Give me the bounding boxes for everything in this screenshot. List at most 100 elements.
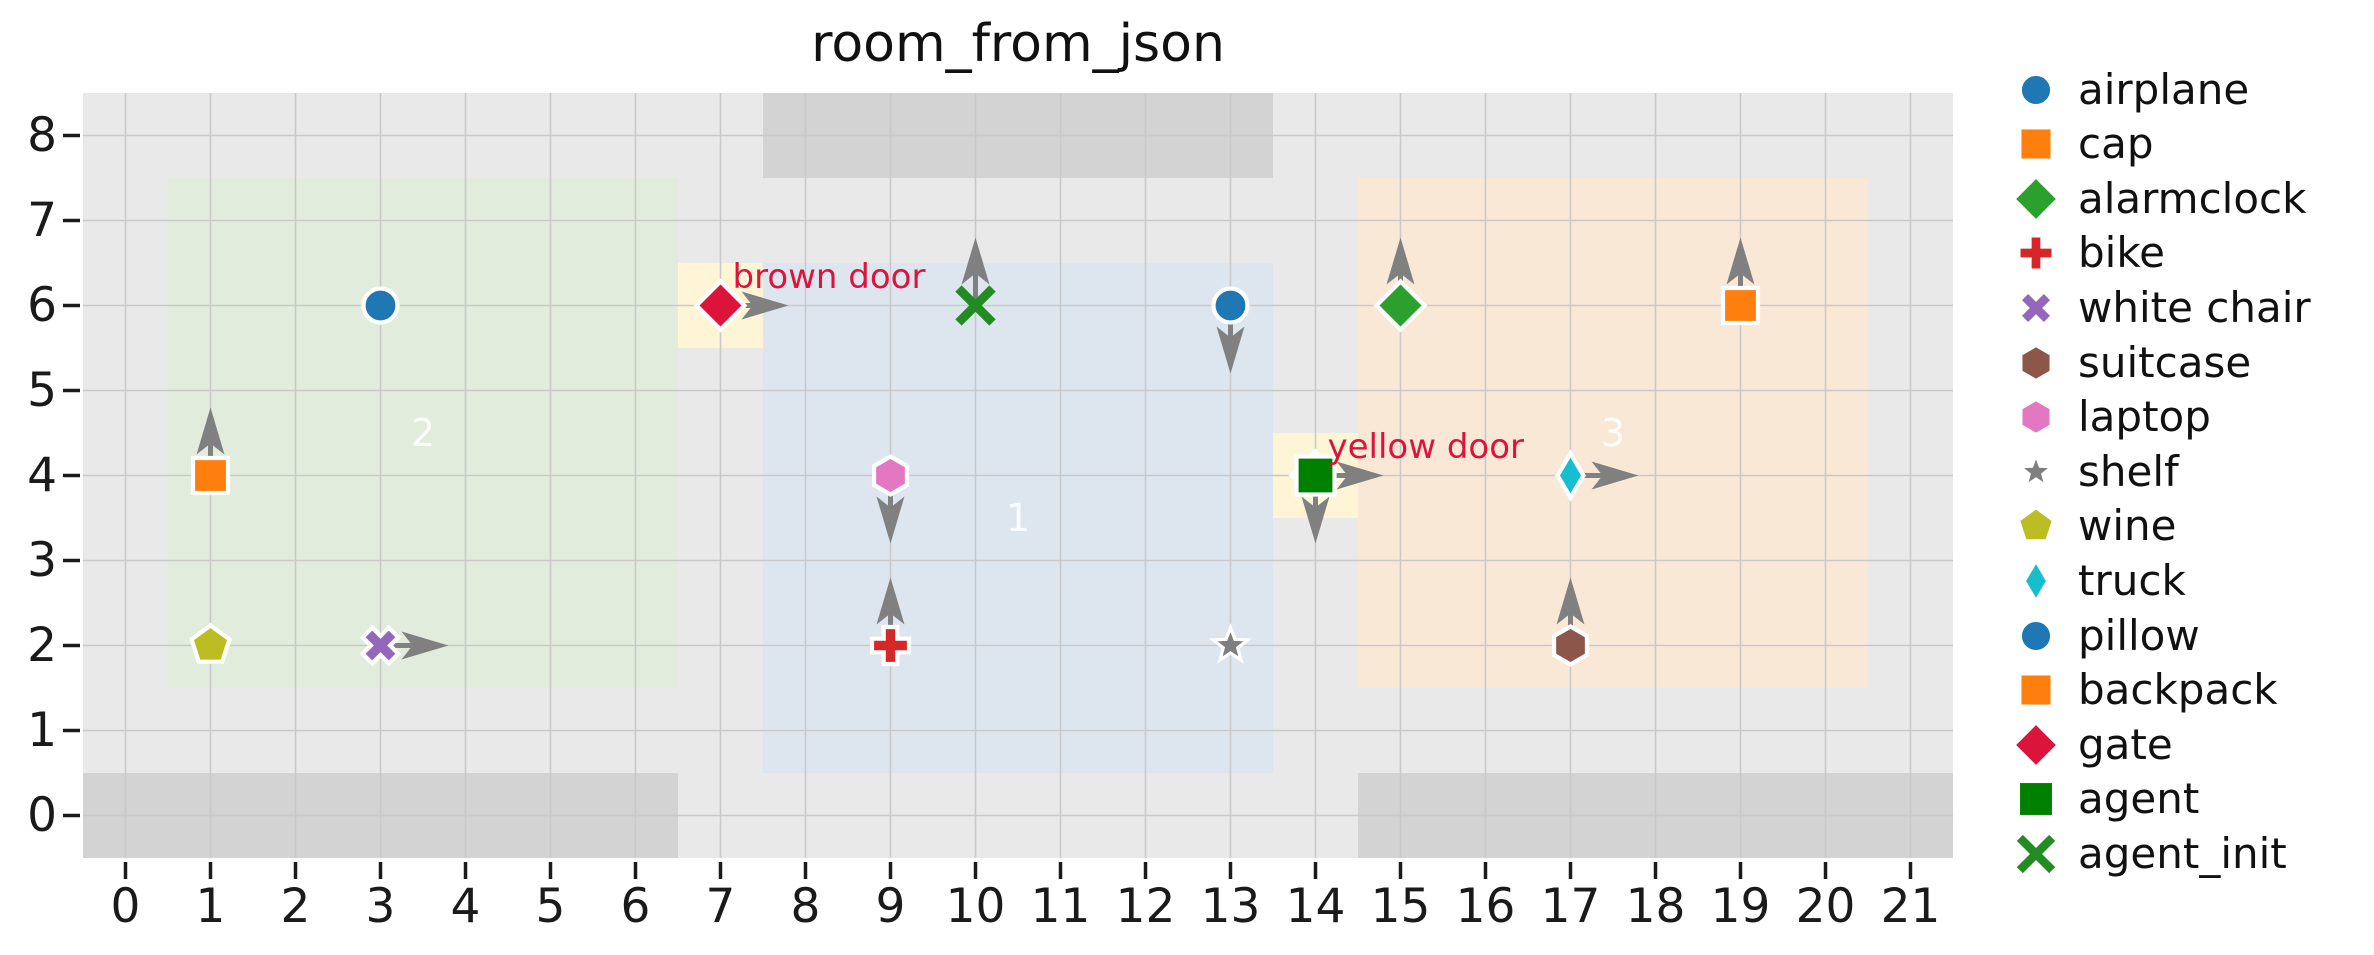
- y-tick-label-1: 1: [27, 702, 57, 758]
- x-tick-label-14: 14: [1285, 879, 1346, 934]
- marker-shape-bike: [869, 624, 912, 667]
- marker-shape-cap: [190, 455, 231, 496]
- marker-shape-agent_init: [955, 285, 996, 326]
- marker-shape-truck: [1555, 449, 1586, 502]
- x-tick-label-10: 10: [945, 879, 1006, 934]
- y-tick-label-4: 4: [27, 447, 57, 503]
- legend-item-wine: wine: [2008, 498, 2176, 554]
- legend-item-agent: agent: [2008, 771, 2199, 827]
- marker-alarmclock: [1373, 278, 1428, 333]
- legend-label-cap: cap: [2078, 119, 2154, 169]
- marker-shape-suitcase: [1551, 624, 1590, 667]
- legend-item-alarmclock: alarmclock: [2008, 171, 2306, 227]
- legend-marker-wine: [2015, 504, 2057, 544]
- marker-laptop: [871, 454, 910, 497]
- legend-marker-cap: [2017, 125, 2055, 163]
- marker-shape-alarmclock: [1373, 278, 1428, 333]
- legend-item-laptop: laptop: [2008, 389, 2211, 445]
- suitcase-legend-icon: [2018, 342, 2054, 383]
- marker-suitcase: [1551, 624, 1590, 667]
- legend-label-shelf: shelf: [2078, 446, 2179, 496]
- laptop-legend-icon: [2018, 396, 2054, 438]
- legend-item-shelf: shelf: [2008, 444, 2179, 500]
- legend-label-agent_init: agent_init: [2078, 828, 2287, 878]
- marker-airplane: [361, 286, 400, 325]
- door-label-brown-door: brown door: [732, 256, 926, 297]
- x-tick-label-8: 8: [790, 879, 821, 934]
- legend-marker-bike: [2016, 233, 2056, 273]
- x-tick-label-20: 20: [1795, 879, 1856, 934]
- direction-arrow-up: [196, 407, 225, 455]
- marker-truck: [1555, 449, 1586, 502]
- direction-arrow-up: [1386, 237, 1415, 285]
- direction-arrow-right: [1591, 461, 1639, 490]
- marker-agent: [1294, 454, 1337, 497]
- shelf-legend-icon: [2015, 450, 2057, 490]
- legend-item-agent_init: agent_init: [2008, 826, 2287, 882]
- marker-pillow: [1211, 286, 1250, 325]
- y-tick-label-2: 2: [27, 617, 57, 673]
- legend-marker-alarmclock: [2010, 172, 2062, 225]
- x-tick-label-7: 7: [705, 879, 736, 934]
- legend-label-truck: truck: [2078, 555, 2186, 605]
- room-label-3: 3: [1600, 411, 1626, 455]
- legend-label-laptop: laptop: [2078, 392, 2211, 442]
- marker-shape-backpack: [1720, 285, 1761, 326]
- door-label-yellow-door: yellow door: [1327, 426, 1525, 467]
- direction-arrow-up: [876, 577, 905, 625]
- direction-arrow-up: [961, 237, 990, 285]
- legend-item-white-chair: white chair: [2008, 280, 2311, 336]
- x-tick-label-4: 4: [450, 879, 481, 934]
- legend-item-bike: bike: [2008, 225, 2165, 281]
- x-tick-label-3: 3: [365, 879, 396, 934]
- x-tick-label-13: 13: [1200, 879, 1261, 934]
- x-tick-label-15: 15: [1370, 879, 1431, 934]
- truck-legend-icon: [2021, 555, 2051, 606]
- legend-item-airplane: airplane: [2008, 62, 2249, 118]
- marker-shape-laptop: [871, 454, 910, 497]
- marker-shape-wine: [189, 622, 232, 664]
- legend-marker-gate: [2010, 718, 2062, 771]
- legend-label-bike: bike: [2078, 228, 2165, 278]
- legend-item-suitcase: suitcase: [2008, 335, 2251, 391]
- legend-marker-suitcase: [2018, 342, 2054, 383]
- marker-gate: [693, 278, 748, 333]
- backpack-legend-icon: [2017, 671, 2055, 709]
- legend-marker-pillow: [2017, 617, 2055, 654]
- marker-shelf: [1209, 622, 1252, 664]
- legend-item-backpack: backpack: [2008, 662, 2278, 718]
- room-region-1: [763, 263, 1273, 773]
- legend-marker-shelf: [2015, 450, 2057, 490]
- legend-label-wine: wine: [2078, 501, 2177, 551]
- y-tick-label-8: 8: [27, 107, 57, 163]
- airplane-legend-icon: [2017, 71, 2055, 108]
- legend-label-backpack: backpack: [2078, 665, 2278, 715]
- legend-item-truck: truck: [2008, 553, 2186, 609]
- x-tick-label-9: 9: [875, 879, 906, 934]
- room-region-2: [168, 178, 678, 688]
- direction-arrow-down: [1216, 326, 1245, 374]
- x-tick-label-17: 17: [1540, 879, 1601, 934]
- y-tick-label-5: 5: [27, 362, 57, 418]
- x-tick-label-2: 2: [280, 879, 311, 934]
- x-tick-label-11: 11: [1030, 879, 1091, 934]
- legend-label-white-chair: white chair: [2078, 282, 2311, 332]
- room-label-2: 2: [410, 411, 436, 455]
- direction-arrow-up: [1726, 237, 1755, 285]
- y-tick-label-3: 3: [27, 532, 57, 588]
- legend-marker-airplane: [2017, 71, 2055, 108]
- wine-legend-icon: [2015, 504, 2057, 544]
- legend-label-agent: agent: [2078, 774, 2200, 824]
- cap-legend-icon: [2017, 125, 2055, 163]
- legend-item-pillow: pillow: [2008, 608, 2200, 664]
- marker-cap: [190, 455, 231, 496]
- bike-legend-icon: [2016, 233, 2056, 273]
- marker-bike: [869, 624, 912, 667]
- marker-shape-pillow: [1211, 286, 1250, 325]
- legend-marker-truck: [2021, 555, 2051, 606]
- gate-legend-icon: [2010, 718, 2062, 771]
- alarmclock-legend-icon: [2010, 172, 2062, 225]
- x-tick-label-19: 19: [1710, 879, 1771, 934]
